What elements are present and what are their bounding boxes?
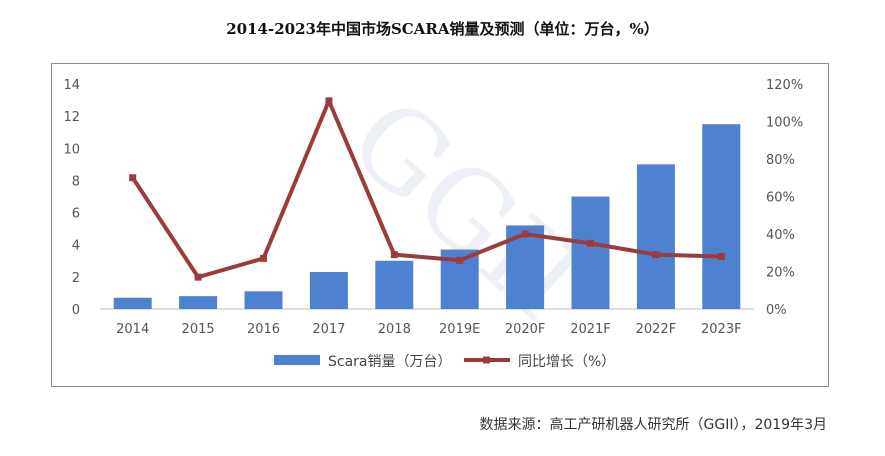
- y-left-tick-label: 14: [63, 78, 80, 93]
- bar: [309, 272, 348, 309]
- bar: [702, 124, 741, 309]
- x-tick-label: 2018: [378, 322, 411, 337]
- growth-point: [587, 239, 594, 247]
- y-left-tick-label: 8: [72, 174, 80, 189]
- y-right-tick-label: 40%: [766, 228, 795, 243]
- y-left-tick-label: 4: [72, 239, 80, 254]
- growth-point: [652, 251, 660, 259]
- y-right-tick-label: 100%: [766, 116, 803, 131]
- growth-point: [325, 97, 333, 105]
- chart-title: 2014-2023年中国市场SCARA销量及预测（单位：万台，%）: [226, 20, 659, 38]
- x-tick-label: 2020F: [505, 322, 546, 337]
- y-left-tick-label: 2: [72, 271, 80, 286]
- bar: [375, 260, 414, 309]
- growth-line: [131, 98, 722, 280]
- y-right-tick-label: 120%: [766, 78, 803, 93]
- legend-label-bars: Scara销量（万台）: [328, 354, 452, 370]
- legend-label-line: 同比增长（%）: [518, 354, 615, 370]
- growth-point: [129, 174, 137, 182]
- bar: [113, 297, 152, 309]
- x-tick-label: 2021F: [570, 322, 611, 337]
- growth-point: [390, 251, 398, 259]
- bar: [179, 296, 218, 309]
- y-left-tick-label: 12: [63, 110, 80, 125]
- y-right-tick-label: 80%: [766, 153, 795, 168]
- y-left-tick-label: 6: [72, 207, 80, 222]
- y-right-tick-label: 20%: [766, 266, 795, 281]
- x-tick-label: 2023F: [701, 322, 742, 337]
- growth-point: [194, 273, 202, 281]
- growth-point: [717, 253, 725, 260]
- y-right-tick-label: 0%: [766, 303, 787, 318]
- growth-point: [456, 256, 464, 264]
- y-right-tick-label: 60%: [766, 191, 795, 206]
- bar: [636, 164, 675, 309]
- bar: [571, 196, 610, 309]
- x-tick-label: 2016: [247, 322, 280, 337]
- growth-point: [260, 254, 267, 262]
- y-left-tick-label: 10: [63, 142, 80, 157]
- x-tick-label: 2014: [116, 322, 149, 337]
- source-note: 数据来源：高工产研机器人研究所（GGII），2019年3月: [479, 417, 828, 433]
- legend-swatch-bars: [274, 355, 320, 365]
- x-tick-label: 2015: [182, 322, 215, 337]
- bar: [244, 291, 283, 309]
- x-tick-label: 2017: [312, 322, 345, 337]
- legend-swatch-marker: [483, 356, 490, 364]
- y-left-tick-label: 0: [72, 303, 80, 318]
- x-tick-label: 2022F: [636, 322, 677, 337]
- x-tick-label: 2019E: [439, 322, 480, 337]
- combo-chart: GGII 024681012140%20%40%60%80%100%120%20…: [63, 74, 803, 370]
- chart-area: GGII 0 2 4 6 8 10 12 14 0% 20% 40% 60% 80% 100% 120% 20…: [51, 63, 829, 387]
- growth-point: [521, 230, 529, 238]
